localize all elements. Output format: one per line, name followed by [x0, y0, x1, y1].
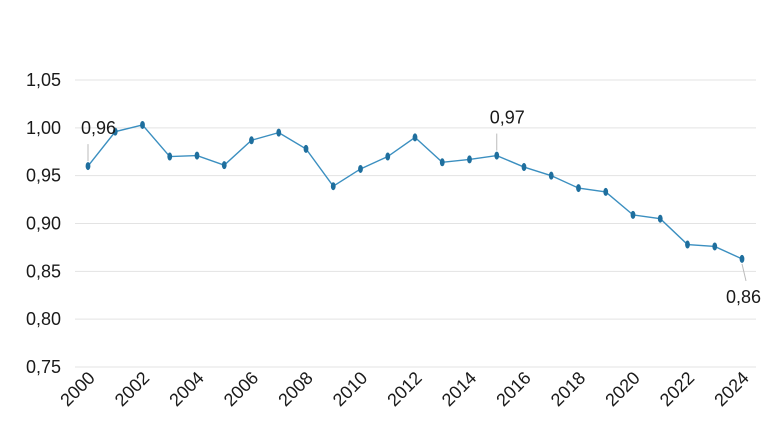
y-tick-label: 0,75 [26, 357, 61, 377]
data-point [221, 161, 227, 170]
data-point [358, 164, 363, 173]
data-point [249, 136, 254, 145]
y-tick-label: 1,00 [26, 118, 61, 138]
x-axis-tick-labels: 2000 2002 2004 2006 2008 2010 2012 2014 2016 2018… [56, 368, 752, 410]
annotations-group: 0,96 0,97 0,86 [81, 108, 761, 307]
x-tick-label: 2012 [383, 368, 425, 410]
x-tick-label: 2022 [656, 368, 698, 410]
x-tick-label: 2020 [601, 368, 643, 410]
annotation-label: 0,96 [81, 118, 116, 138]
data-point [167, 152, 173, 161]
y-tick-label: 0,80 [26, 309, 61, 329]
data-point [467, 155, 472, 164]
data-point [112, 127, 118, 136]
y-tick-label: 0,90 [26, 214, 61, 234]
data-point [303, 144, 309, 153]
series-group [85, 120, 745, 263]
x-tick-label: 2000 [56, 368, 98, 410]
x-tick-label: 2006 [220, 368, 262, 410]
data-point [603, 187, 609, 196]
x-tick-label: 2004 [165, 368, 207, 410]
x-tick-label: 2010 [329, 368, 371, 410]
data-point [140, 120, 145, 129]
x-tick-label: 2002 [111, 368, 153, 410]
data-point [712, 242, 718, 251]
y-tick-label: 0,85 [26, 261, 61, 281]
x-tick-label: 2008 [274, 368, 316, 410]
data-point [576, 184, 581, 193]
y-tick-label: 1,05 [26, 70, 61, 90]
x-tick-label: 2014 [438, 368, 480, 410]
data-point [330, 182, 336, 191]
series-line [87, 124, 743, 260]
x-tick-label: 2016 [492, 368, 534, 410]
data-point [521, 163, 527, 172]
data-point [548, 171, 554, 180]
annotation-label: 0,97 [490, 108, 525, 128]
data-point [412, 133, 418, 142]
grid-lines [75, 79, 756, 368]
data-point [194, 151, 200, 160]
data-point [276, 128, 282, 137]
data-point [85, 162, 91, 171]
annotation-leader [741, 263, 747, 282]
annotation-label: 0,86 [726, 287, 761, 307]
y-tick-label: 0,95 [26, 166, 61, 186]
y-axis-tick-labels: 0,75 0,80 0,85 0,90 0,95 1,00 1,05 [26, 70, 61, 377]
data-point [657, 214, 663, 223]
data-point [685, 240, 690, 249]
data-point [439, 158, 445, 167]
x-tick-label: 2018 [547, 368, 589, 410]
data-point [494, 151, 500, 160]
x-tick-label: 2024 [710, 368, 752, 410]
data-point [385, 152, 391, 161]
data-point [739, 254, 745, 263]
data-point [630, 210, 636, 219]
